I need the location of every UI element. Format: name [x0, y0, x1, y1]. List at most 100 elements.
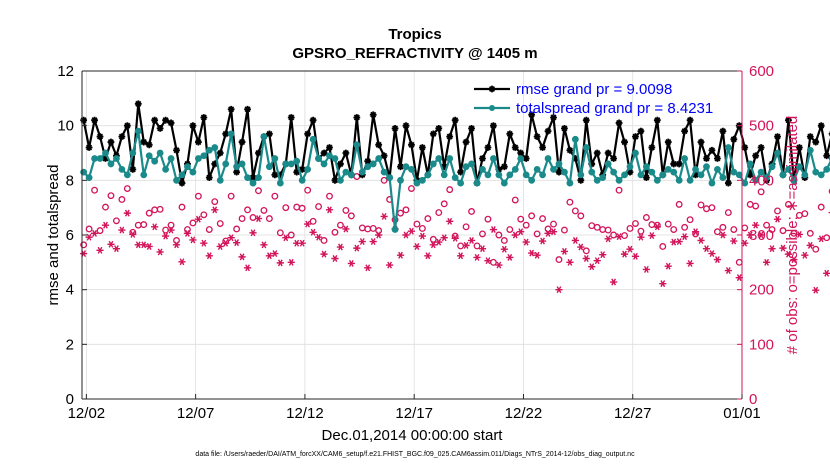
obs-possible-point [440, 200, 448, 208]
obs-assimilated-point [604, 235, 612, 243]
obs-possible-point [697, 201, 705, 209]
rmse-point [703, 155, 710, 162]
rmse-point [293, 168, 301, 176]
obs-assimilated-point [610, 278, 618, 286]
rmse-point [686, 116, 694, 124]
obs-possible-point [402, 206, 410, 214]
rmse-point [255, 149, 262, 157]
spread-point [342, 168, 350, 176]
spread-point [823, 166, 830, 173]
obs-assimilated-point [555, 286, 563, 294]
obs-assimilated-point [96, 246, 104, 254]
rmse-point [823, 152, 830, 160]
rmse-point [342, 149, 350, 157]
obs-assimilated-point [730, 237, 738, 245]
spread-point [287, 160, 295, 168]
spread-point [255, 174, 262, 182]
obs-assimilated-point [517, 228, 525, 236]
obs-assimilated-point [522, 238, 530, 246]
obs-possible-point [211, 198, 219, 206]
rmse-point [266, 130, 273, 138]
obs-possible-point [123, 185, 131, 192]
rmse-point [233, 168, 241, 176]
rmse-point [80, 116, 88, 124]
spread-point [593, 176, 601, 184]
obs-possible-point [642, 214, 650, 221]
rmse-point [806, 133, 814, 140]
obs-possible-point [500, 237, 508, 244]
spread-point [582, 144, 590, 151]
obs-assimilated-point [424, 252, 432, 260]
obs-assimilated-point [287, 258, 295, 266]
obs-assimilated-point [331, 255, 339, 262]
rmse-point [692, 171, 699, 179]
y-right-tick-label: 400 [749, 172, 774, 189]
obs-possible-point [227, 192, 235, 200]
spread-point [408, 165, 415, 173]
obs-assimilated-point [314, 233, 323, 241]
obs-assimilated-point [380, 212, 388, 220]
rmse-point [156, 125, 164, 132]
legend-label-spread: totalspread grand pr = 8.4231 [516, 100, 713, 117]
obs-assimilated-point [178, 258, 186, 266]
spread-point [479, 165, 486, 173]
obs-assimilated-point [123, 209, 131, 217]
obs-assimilated-point [238, 253, 246, 261]
obs-assimilated-point [385, 261, 394, 269]
obs-assimilated-point [342, 225, 350, 233]
obs-possible-point [96, 227, 104, 235]
spread-point [96, 155, 104, 162]
spread-point [293, 157, 301, 165]
spread-point [440, 171, 448, 179]
spread-point [779, 171, 787, 179]
spread-point [686, 176, 694, 184]
rmse-point [610, 155, 618, 162]
obs-possible-point [205, 226, 213, 233]
spread-point [304, 165, 312, 173]
rmse-point [506, 130, 514, 138]
obs-assimilated-point [216, 243, 224, 250]
spread-point [517, 155, 525, 162]
obs-possible-point [774, 207, 781, 215]
spread-point [347, 171, 355, 179]
x-tick-label: 12/07 [177, 405, 215, 422]
spread-point [435, 155, 443, 162]
obs-assimilated-point [533, 251, 541, 259]
rmse-point [812, 138, 820, 146]
obs-assimilated-point [129, 230, 137, 238]
spread-point [697, 171, 705, 179]
spread-point [539, 171, 546, 179]
spread-point [413, 179, 421, 187]
obs-possible-point [315, 203, 323, 211]
spread-point [664, 165, 672, 173]
x-axis-label: Dec.01,2014 00:00:00 start [322, 427, 504, 444]
spread-point [446, 155, 454, 162]
obs-possible-point [173, 237, 180, 244]
spread-point [801, 171, 809, 179]
obs-assimilated-point [511, 231, 519, 239]
spread-point [500, 179, 508, 187]
rmse-point [511, 144, 519, 151]
obs-possible-point [85, 225, 93, 233]
rmse-point [582, 116, 590, 124]
spread-point [555, 160, 563, 168]
obs-assimilated-point [396, 251, 405, 259]
rmse-point [151, 116, 159, 124]
spread-point [140, 171, 148, 179]
obs-possible-point [118, 196, 126, 203]
rmse-point [746, 171, 754, 179]
spread-point [615, 176, 623, 184]
spread-point [457, 179, 465, 187]
rmse-point [500, 163, 508, 171]
rmse-point [244, 105, 251, 113]
obs-possible-point [806, 229, 814, 237]
obs-assimilated-point [347, 259, 355, 267]
rmse-point [391, 125, 399, 132]
obs-assimilated-point [489, 226, 498, 234]
spread-point [642, 163, 650, 171]
spread-point [85, 174, 93, 182]
obs-assimilated-point [172, 241, 181, 249]
spread-point [211, 144, 219, 151]
x-tick-label: 12/22 [505, 405, 543, 422]
rmse-point [637, 127, 645, 135]
